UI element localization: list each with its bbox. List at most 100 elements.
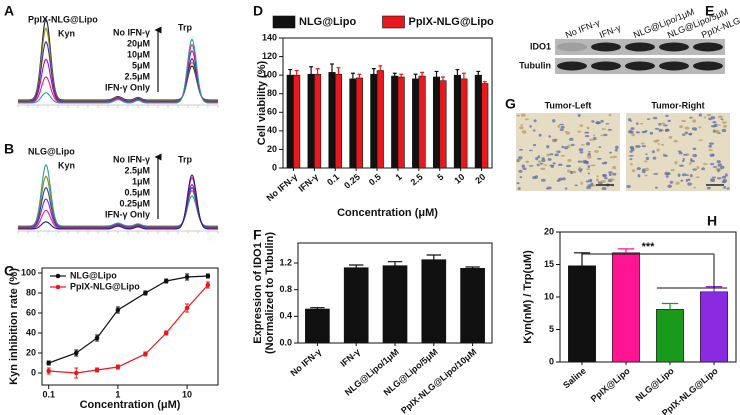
tissue-cell xyxy=(589,138,594,142)
bar xyxy=(421,259,447,344)
tissue-cell xyxy=(538,133,542,137)
legend-label: IFN-γ Only xyxy=(105,209,150,219)
bar xyxy=(418,75,426,169)
bar xyxy=(355,77,363,169)
tissue-cell xyxy=(689,173,693,178)
y-tick-label: 60 xyxy=(26,307,36,317)
legend-label: 5μM xyxy=(132,60,150,70)
tissue-cell xyxy=(559,128,564,132)
tissue-cell xyxy=(681,119,687,123)
error-bar xyxy=(315,68,320,75)
panel-title: NLG@Lipo xyxy=(28,146,75,156)
tissue-cell xyxy=(689,161,692,166)
tissue-cell xyxy=(682,133,686,136)
bar xyxy=(412,78,420,169)
tissue-cell xyxy=(601,128,607,131)
bar xyxy=(656,309,684,363)
blot-band xyxy=(557,61,587,71)
tissue-cell xyxy=(521,164,526,168)
tissue-cell xyxy=(574,184,578,187)
tissue-cell xyxy=(552,162,556,165)
tissue-cell xyxy=(529,125,532,128)
tissue-cell xyxy=(693,186,697,189)
bar xyxy=(286,74,294,169)
tissue-cell xyxy=(540,178,546,182)
tissue-cell xyxy=(516,114,521,117)
tissue-cell xyxy=(579,151,584,154)
tissue-cell xyxy=(645,153,648,156)
tissue-cell xyxy=(607,128,612,131)
y-axis-label: Kyn inhibition rate (%) xyxy=(8,268,20,385)
x-tick-label: NLG@Lipo xyxy=(634,365,677,403)
legend-label: NLG@Lipo xyxy=(299,16,356,28)
tissue-cell xyxy=(664,128,670,132)
blot-band xyxy=(557,42,587,52)
blot-band xyxy=(591,42,621,52)
legend-label: 2.5μM xyxy=(124,165,150,175)
legend-label: 0.5μM xyxy=(124,187,150,197)
tissue-cell xyxy=(629,130,634,134)
tissue-cell xyxy=(528,149,533,152)
error-bar xyxy=(482,81,487,84)
y-axis-label: Cell viability (%) xyxy=(256,60,268,145)
plot-frame xyxy=(282,37,493,169)
tissue-cell xyxy=(698,139,704,141)
error-bar xyxy=(399,73,404,77)
legend-marker xyxy=(55,284,61,290)
tissue-cell xyxy=(551,139,555,142)
tissue-cell xyxy=(644,130,648,133)
error-bar xyxy=(336,67,341,75)
tissue-cell xyxy=(548,135,552,138)
tissue-cell xyxy=(682,153,688,156)
tissue-cell xyxy=(612,172,617,176)
tissue-cell xyxy=(546,144,550,149)
tissue-cell xyxy=(596,157,602,160)
tissue-cell xyxy=(649,131,654,135)
tissue-cell xyxy=(592,134,596,137)
panel-label: B xyxy=(4,141,14,157)
data-point xyxy=(73,350,79,356)
data-point xyxy=(205,282,211,288)
tissue-cell xyxy=(550,165,555,168)
x-tick-label: PpIX-NLG@Lipo/10μM xyxy=(399,347,478,415)
tissue-cell xyxy=(586,186,592,190)
y-tick-label: 0 xyxy=(272,162,277,172)
legend-label: 10μM xyxy=(127,49,150,59)
tissue-cell xyxy=(628,155,634,157)
error-bar xyxy=(348,264,364,268)
tissue-cell xyxy=(636,167,641,171)
data-point xyxy=(205,273,211,279)
tissue-cell xyxy=(519,126,524,130)
lane-label: No IFN-γ xyxy=(564,17,602,40)
tissue-cell xyxy=(670,169,675,172)
tissue-cell xyxy=(668,135,673,139)
panel-label: G xyxy=(505,96,516,112)
tissue-cell xyxy=(608,113,612,117)
tissue-cell xyxy=(675,181,680,185)
tissue-cell xyxy=(661,143,664,146)
tissue-cell xyxy=(552,119,556,123)
y-tick-label: 1.2 xyxy=(279,257,292,267)
tissue-cell xyxy=(516,158,522,161)
y-tick-label: 80 xyxy=(26,287,36,297)
data-point xyxy=(46,360,52,366)
tissue-cell xyxy=(664,172,670,176)
tissue-cell xyxy=(635,131,640,134)
y-tick-label: 20 xyxy=(267,144,277,154)
tissue-cell xyxy=(696,165,700,170)
error-bar xyxy=(573,252,591,266)
x-tick-label: IFN-γ xyxy=(296,172,320,194)
tissue-cell xyxy=(694,129,697,131)
tissue-cell xyxy=(600,119,604,123)
tissue-cell xyxy=(585,141,591,146)
tissue-cell xyxy=(663,154,668,157)
tissue-cell xyxy=(643,160,648,163)
y-tick-label: 100 xyxy=(262,70,277,80)
tissue-cell xyxy=(657,143,661,145)
tissue-cell xyxy=(644,174,648,177)
peak-label: Trp xyxy=(178,154,193,164)
tissue-cell xyxy=(608,171,613,174)
tissue-cell xyxy=(580,144,585,146)
tissue-cell xyxy=(689,116,693,119)
tissue-cell xyxy=(692,168,697,171)
